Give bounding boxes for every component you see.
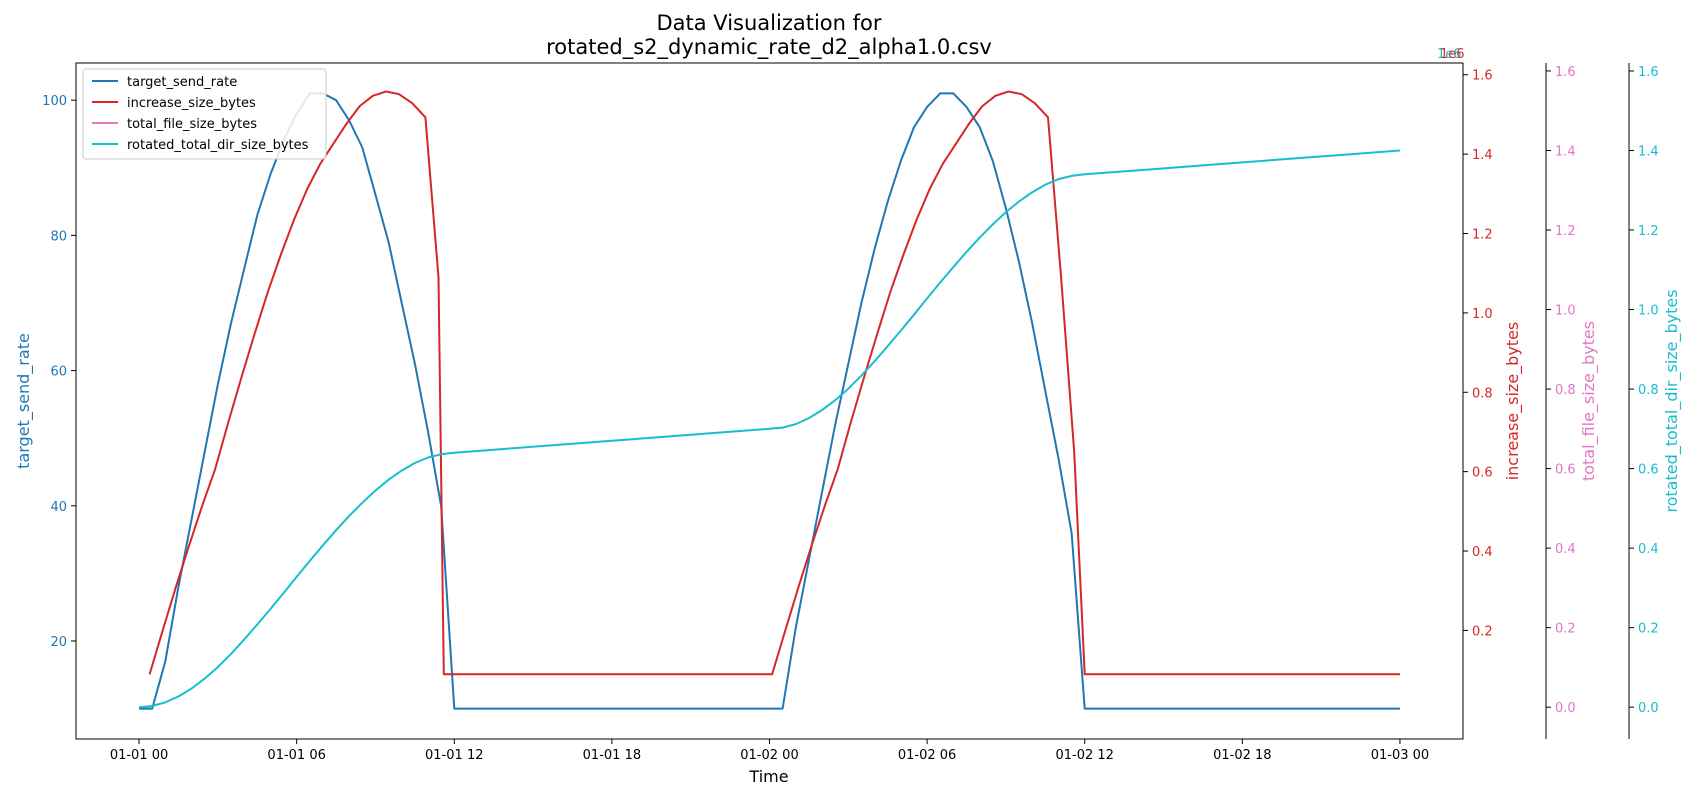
x-tick-label: 01-01 12 [425,748,483,763]
x-tick-label: 01-02 06 [898,748,956,763]
chart-title-line-2: rotated_s2_dynamic_rate_d2_alpha1.0.csv [546,35,992,60]
right1-tick-label: 1.2 [1472,228,1493,243]
x-tick-label: 01-01 00 [110,748,168,763]
legend-label: target_send_rate [127,75,237,90]
left-tick-label: 100 [42,94,67,109]
right2-tick-label: 1.4 [1555,144,1576,159]
right1-axis-label: increase_size_bytes [1503,322,1523,481]
left-tick-label: 60 [50,365,67,380]
right3-tick-label: 1.0 [1638,304,1659,319]
right1-tick-label: 0.4 [1472,545,1493,560]
right3-tick-label: 0.2 [1638,622,1659,637]
left-tick-label: 40 [50,500,67,515]
right3-tick-label: 0.0 [1638,701,1659,716]
legend-label: rotated_total_dir_size_bytes [127,138,309,153]
right1-tick-label: 1.0 [1472,307,1493,322]
legend-label: increase_size_bytes [127,96,256,111]
right3-tick-label: 1.4 [1638,144,1659,159]
right2-tick-label: 1.6 [1555,65,1576,80]
right3-tick-label: 0.4 [1638,542,1659,557]
series-line-rotated-total-dir-size-bytes [138,149,1401,709]
right1-tick-label: 1.6 [1472,69,1493,84]
right2-tick-label: 0.8 [1555,383,1576,398]
right2-tick-label: 0.4 [1555,542,1576,557]
right2-axis-label: total_file_size_bytes [1579,321,1599,481]
x-tick-label: 01-02 12 [1056,748,1114,763]
right3-tick-label: 1.2 [1638,224,1659,239]
chart-title-line-1: Data Visualization for [656,11,881,35]
x-tick-label: 01-01 06 [267,748,325,763]
right2-tick-label: 1.0 [1555,304,1576,319]
x-tick-label: 01-02 18 [1213,748,1271,763]
right3-offset-text: 1e6 [1437,47,1462,62]
series-line-increase-size-bytes [148,90,1400,676]
right3-tick-label: 0.8 [1638,383,1659,398]
right3-axis-label: rotated_total_dir_size_bytes [1662,289,1682,512]
right3-tick-label: 0.6 [1638,463,1659,478]
left-axis-label: target_send_rate [14,333,34,469]
axes-layer: 01-01 00 01-01 06 01-01 12 01-01 18 01-02 00… [14,47,1682,763]
plot-frame [75,62,1464,740]
legend-label: total_file_size_bytes [127,117,257,132]
right2-tick-label: 1.2 [1555,224,1576,239]
x-tick-label: 01-02 00 [740,748,798,763]
x-axis-label: Time [748,767,788,786]
left-tick-label: 80 [50,229,67,244]
series-line-target-send-rate [139,92,1400,710]
series-layer [138,90,1401,710]
right1-offset-text: 1e6 [1440,47,1465,62]
legend-box [82,68,327,160]
right1-tick-label: 0.8 [1472,386,1493,401]
right2-tick-label: 0.2 [1555,622,1576,637]
right2-tick-label: 0.6 [1555,463,1576,478]
legend: target_send_rate increase_size_bytestotal… [82,68,327,160]
right1-tick-label: 1.4 [1472,148,1493,163]
x-tick-label: 01-01 18 [583,748,641,763]
x-tick-label: 01-03 00 [1371,748,1429,763]
right2-tick-label: 0.0 [1555,701,1576,716]
left-tick-label: 20 [50,635,67,650]
right1-tick-label: 0.6 [1472,466,1493,481]
right3-tick-label: 1.6 [1638,65,1659,80]
right1-tick-label: 0.2 [1472,624,1493,639]
